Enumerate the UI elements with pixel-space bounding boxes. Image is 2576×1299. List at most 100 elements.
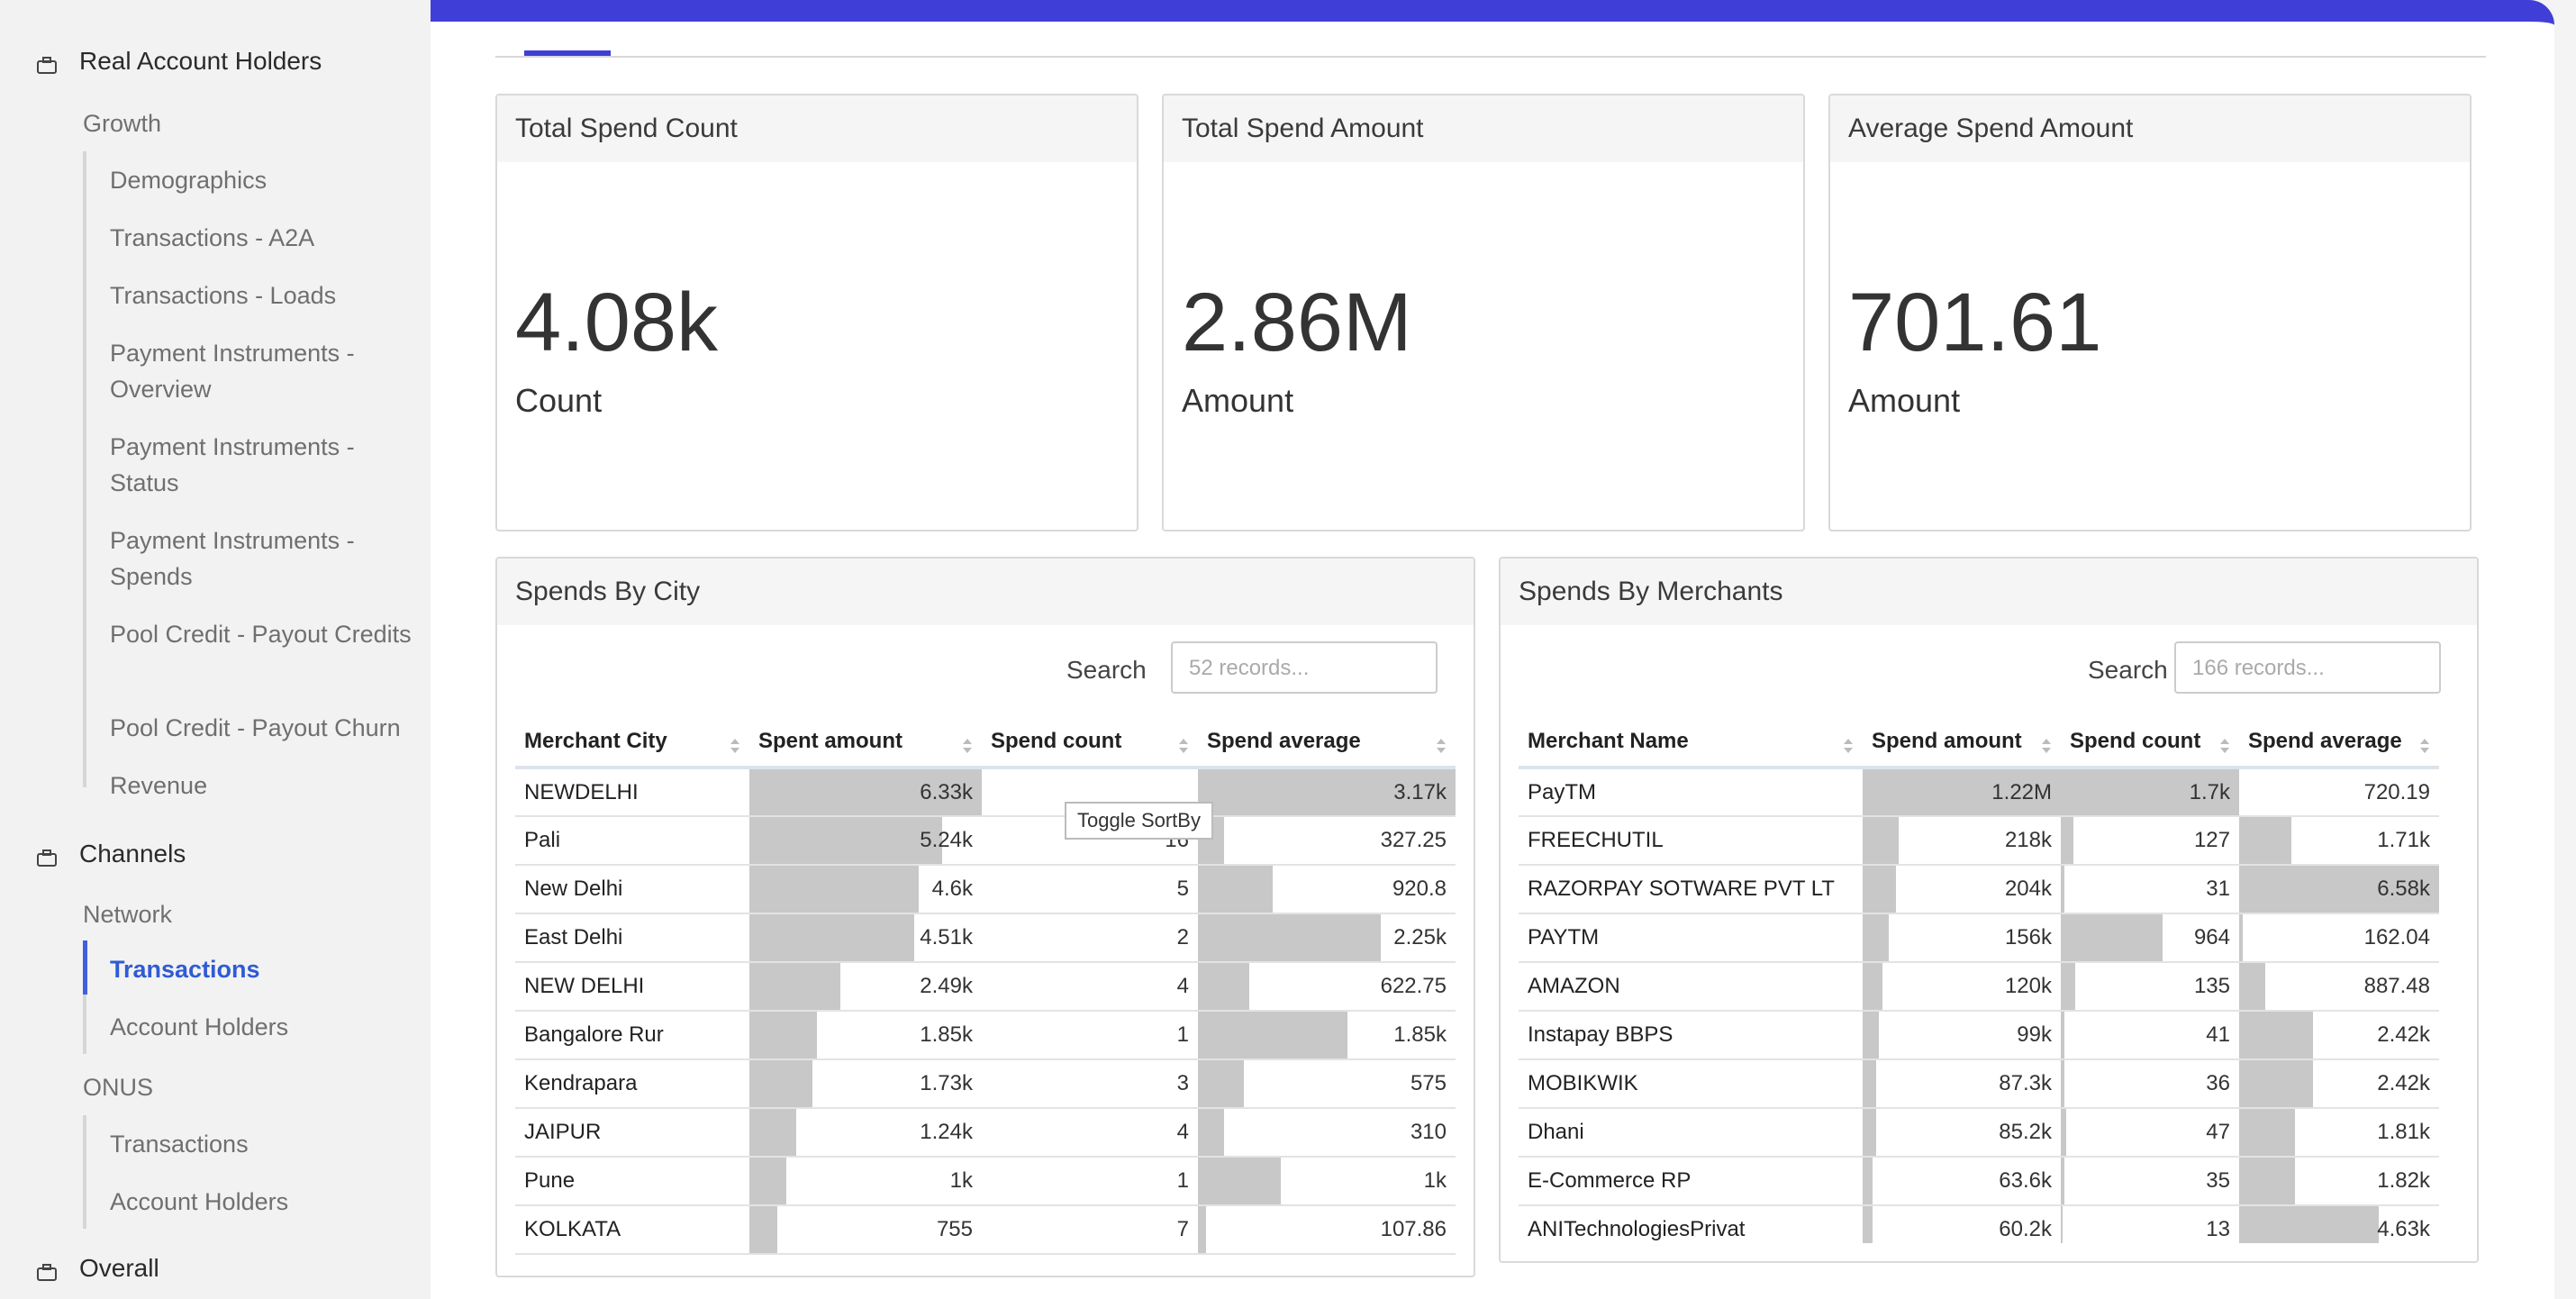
sidebar-item-payment-instruments-status[interactable]: Payment Instruments - Status: [110, 433, 355, 496]
cell-amount: 1k: [749, 1157, 982, 1206]
sidebar-section-label: Channels: [79, 840, 186, 868]
search-input[interactable]: 166 records...: [2174, 641, 2441, 694]
cell-average: 1.71k: [2239, 816, 2439, 866]
table-row[interactable]: Dhani 85.2k 47 1.81k: [1519, 1108, 2439, 1158]
cell-average: 2.42k: [2239, 1059, 2439, 1109]
sidebar-item-transactions-a2a[interactable]: Transactions - A2A: [110, 224, 315, 251]
cell-count: 4: [982, 1108, 1198, 1158]
table-row[interactable]: East Delhi 4.51k 2 2.25k: [515, 913, 1456, 963]
cell-average: 6.58k: [2239, 865, 2439, 914]
cell-amount: 156k: [1863, 913, 2061, 963]
cell-amount: 99k: [1863, 1011, 2061, 1060]
kpi-value: 2.86M: [1182, 277, 1412, 368]
column-header-spent-amount[interactable]: Spent amount: [749, 717, 982, 769]
table-row[interactable]: Kendrapara 1.73k 3 575: [515, 1059, 1456, 1109]
sidebar-item-demographics[interactable]: Demographics: [110, 167, 268, 194]
cell-count: 135: [2061, 962, 2239, 1012]
column-header-merchant-city[interactable]: Merchant City: [515, 717, 749, 769]
cell-bar: [2239, 1060, 2314, 1107]
sort-icon[interactable]: [2419, 735, 2430, 753]
cell-count: 13: [2061, 1205, 2239, 1243]
cell-amount: 2.49k: [749, 962, 982, 1012]
sidebar-item-network-transactions[interactable]: Transactions: [110, 956, 260, 983]
cell-amount: 5.24k: [749, 816, 982, 866]
table-row[interactable]: PayTM 1.22M 1.7k 720.19: [1519, 768, 2439, 817]
table-row[interactable]: Bangalore Rur 1.85k 1 1.85k: [515, 1011, 1456, 1060]
column-header-spend-count[interactable]: Spend count: [2061, 717, 2239, 769]
table-row[interactable]: ANITechnologiesPrivat 60.2k 13 4.63k: [1519, 1205, 2439, 1243]
table-scroll-area[interactable]: Merchant City Spent amount Spend count S…: [515, 717, 1456, 1261]
sort-icon[interactable]: [2219, 735, 2230, 753]
table-row[interactable]: JAIPUR 1.24k 4 310: [515, 1108, 1456, 1158]
table-row[interactable]: FREECHUTIL 218k 127 1.71k: [1519, 816, 2439, 866]
sidebar-tree-line: [83, 1115, 86, 1229]
table-row[interactable]: NEW DELHI 2.49k 4 622.75: [515, 962, 1456, 1012]
cell-amount: 6.33k: [749, 768, 982, 817]
sidebar-section-overall[interactable]: Overall: [36, 1254, 159, 1283]
table-row[interactable]: RAZORPAY SOTWARE PVT LT 204k 31 6.58k: [1519, 865, 2439, 914]
column-header-spend-average[interactable]: Spend average: [2239, 717, 2439, 769]
search-input[interactable]: 52 records...: [1171, 641, 1438, 694]
page-scrollbar[interactable]: [2554, 0, 2576, 1299]
cell-bar: [1863, 1109, 1877, 1156]
sidebar-item-onus-account-holders[interactable]: Account Holders: [110, 1188, 289, 1215]
cell-count: 4: [982, 962, 1198, 1012]
city-table: Merchant City Spent amount Spend count S…: [515, 717, 1456, 1255]
column-header-spend-count[interactable]: Spend count: [982, 717, 1198, 769]
sort-icon[interactable]: [2041, 735, 2052, 753]
kpi-card-average-spend-amount: Average Spend Amount 701.61 Amount: [1828, 94, 2472, 531]
sidebar-item-network-account-holders[interactable]: Account Holders: [110, 1013, 289, 1040]
sidebar-item-pool-credit-payout-credits[interactable]: Pool Credit - Payout Credits: [110, 621, 412, 648]
sort-icon[interactable]: [1178, 735, 1189, 753]
table-row[interactable]: AMAZON 120k 135 887.48: [1519, 962, 2439, 1012]
sidebar-item-revenue[interactable]: Revenue: [110, 772, 208, 799]
cell-amount: 87.3k: [1863, 1059, 2061, 1109]
cell-merchant-name: PayTM: [1519, 768, 1863, 817]
cell-bar: [1863, 914, 1889, 961]
sidebar-section-channels[interactable]: Channels: [36, 840, 186, 868]
cell-bar: [1198, 769, 1456, 815]
cell-count: 964: [2061, 913, 2239, 963]
sort-icon[interactable]: [1436, 735, 1447, 753]
table-row[interactable]: PAYTM 156k 964 162.04: [1519, 913, 2439, 963]
table-row[interactable]: NEWDELHI 6.33k 3.17k: [515, 768, 1456, 817]
search-label: Search: [2088, 656, 2168, 684]
cell-amount: 85.2k: [1863, 1108, 2061, 1158]
cell-city: East Delhi: [515, 913, 749, 963]
sidebar-item-payment-instruments-spends[interactable]: Payment Instruments - Spends: [110, 527, 355, 590]
cell-bar: [749, 769, 982, 815]
table-row[interactable]: MOBIKWIK 87.3k 36 2.42k: [1519, 1059, 2439, 1109]
sidebar-section-real-account-holders[interactable]: Real Account Holders: [36, 47, 322, 76]
cell-average: 1.85k: [1198, 1011, 1456, 1060]
cell-bar: [1198, 1060, 1245, 1107]
table-row[interactable]: Pune 1k 1 1k: [515, 1157, 1456, 1206]
cell-merchant-name: E-Commerce RP: [1519, 1157, 1863, 1206]
table-row[interactable]: Instapay BBPS 99k 41 2.42k: [1519, 1011, 2439, 1060]
cell-amount: 120k: [1863, 962, 2061, 1012]
cell-merchant-name: PAYTM: [1519, 913, 1863, 963]
sort-icon[interactable]: [730, 735, 740, 753]
sidebar-group-onus[interactable]: ONUS: [83, 1074, 154, 1101]
sidebar-item-onus-transactions[interactable]: Transactions: [110, 1131, 249, 1158]
sidebar-group-growth[interactable]: Growth: [83, 110, 162, 137]
sort-icon[interactable]: [962, 735, 973, 753]
cell-bar: [2239, 1206, 2380, 1243]
table-row[interactable]: E-Commerce RP 63.6k 35 1.82k: [1519, 1157, 2439, 1206]
sidebar-item-transactions-loads[interactable]: Transactions - Loads: [110, 282, 337, 309]
table-row[interactable]: New Delhi 4.6k 5 920.8: [515, 865, 1456, 914]
cell-bar: [2061, 1109, 2066, 1156]
sidebar-item-payment-instruments-overview[interactable]: Payment Instruments - Overview: [110, 340, 355, 403]
cell-amount: 1.24k: [749, 1108, 982, 1158]
column-header-merchant-name[interactable]: Merchant Name: [1519, 717, 1863, 769]
table-row[interactable]: KOLKATA 755 7 107.86: [515, 1205, 1456, 1255]
column-header-spend-amount[interactable]: Spend amount: [1863, 717, 2061, 769]
sort-icon[interactable]: [1843, 735, 1854, 753]
sidebar-item-pool-credit-payout-churn[interactable]: Pool Credit - Payout Churn: [110, 714, 401, 741]
table-scroll-area[interactable]: Merchant Name Spend amount Spend count S…: [1519, 717, 2439, 1243]
cell-city: Pune: [515, 1157, 749, 1206]
sidebar-group-network[interactable]: Network: [83, 901, 173, 928]
table-row[interactable]: Pali 5.24k 16 327.25: [515, 816, 1456, 866]
column-header-spend-average[interactable]: Spend average: [1198, 717, 1456, 769]
tab-active-indicator[interactable]: [524, 50, 611, 56]
card-title: Total Spend Count: [497, 95, 1137, 162]
